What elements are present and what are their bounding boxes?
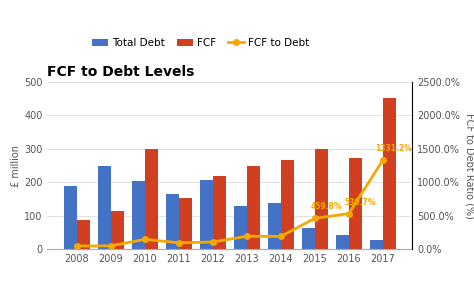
Bar: [145, 149, 158, 249]
Bar: [200, 180, 213, 249]
Bar: [111, 211, 124, 249]
Y-axis label: £ million: £ million: [11, 144, 21, 187]
Text: 459.8%: 459.8%: [310, 202, 342, 211]
FCF to Debt: [346, 212, 352, 215]
Bar: [302, 228, 315, 249]
FCF to Debt: [244, 234, 250, 238]
Legend: Total Debt, FCF, FCF to Debt: Total Debt, FCF, FCF to Debt: [88, 34, 314, 52]
FCF to Debt: [278, 235, 284, 238]
Bar: [349, 158, 362, 249]
Bar: [315, 149, 328, 249]
Bar: [383, 98, 396, 249]
Text: FCF to Debt Levels: FCF to Debt Levels: [47, 65, 195, 79]
Text: 530.7%: 530.7%: [344, 198, 376, 207]
Text: 1331.2%: 1331.2%: [375, 144, 412, 153]
Bar: [234, 206, 247, 249]
Bar: [336, 235, 349, 249]
Bar: [77, 220, 90, 249]
Bar: [132, 180, 145, 249]
FCF to Debt: [312, 217, 318, 220]
Bar: [64, 185, 77, 249]
FCF to Debt: [380, 158, 386, 162]
Bar: [370, 240, 383, 249]
FCF to Debt: [176, 241, 182, 245]
Bar: [268, 203, 281, 249]
FCF to Debt: [210, 240, 216, 244]
Bar: [179, 198, 192, 249]
Bar: [247, 166, 260, 249]
Bar: [166, 194, 179, 249]
FCF to Debt: [74, 244, 80, 248]
FCF to Debt: [108, 244, 114, 248]
Line: FCF to Debt: FCF to Debt: [74, 157, 386, 249]
Y-axis label: FCF to Debt Ratio (%): FCF to Debt Ratio (%): [464, 113, 474, 219]
FCF to Debt: [142, 238, 148, 241]
Bar: [98, 166, 111, 249]
Bar: [281, 159, 294, 249]
Bar: [213, 176, 226, 249]
